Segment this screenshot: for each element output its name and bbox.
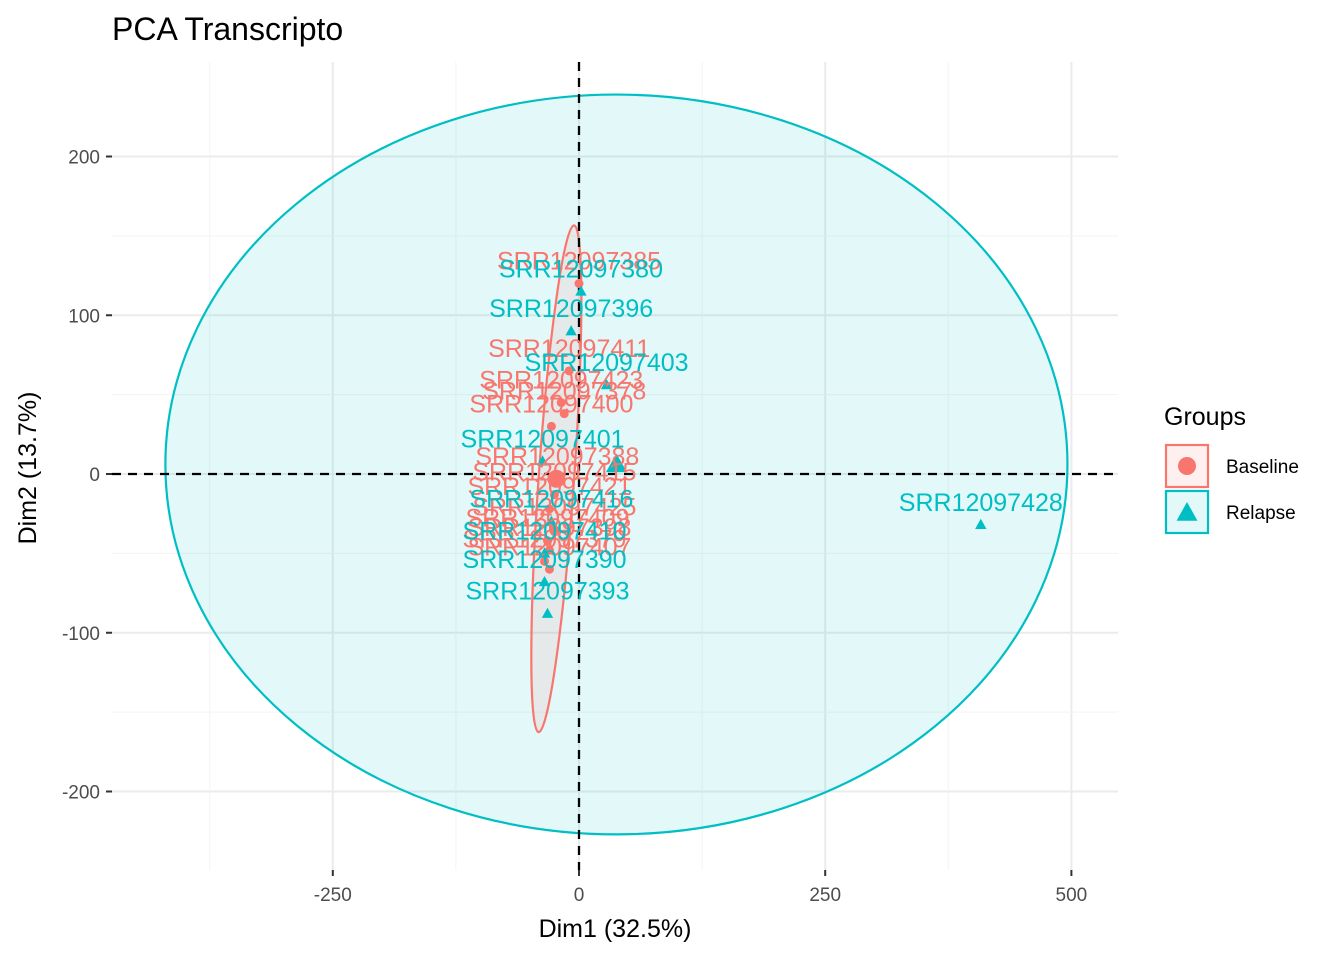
x-tick-label: 0 [574, 885, 585, 906]
point-baseline [540, 556, 550, 566]
point-relapse [538, 575, 551, 587]
point-label-baseline: SRR12097400 [469, 390, 633, 418]
point-baseline [564, 366, 574, 376]
legend-label-relapse: Relapse [1226, 503, 1296, 524]
point-relapse [565, 325, 577, 336]
point-relapse [541, 607, 554, 618]
legend-label-baseline: Baseline [1226, 457, 1299, 478]
legend-marker-baseline [1178, 457, 1196, 475]
point-label-relapse: SRR12097396 [489, 295, 653, 323]
point-label-relapse: SRR12097390 [463, 546, 627, 574]
point-relapse [536, 455, 549, 466]
point-relapse [600, 379, 613, 390]
y-axis-title: Dim2 (13.7%) [14, 392, 42, 545]
point-baseline [549, 525, 559, 535]
point-baseline [542, 536, 552, 546]
point-baseline [544, 504, 554, 514]
point-baseline [574, 279, 584, 288]
centroid-baseline [547, 469, 566, 488]
point-label-baseline: SRR12097385 [497, 248, 661, 276]
legend-marker-relapse [1176, 502, 1198, 521]
chart-title: PCA Transcripto [112, 11, 343, 47]
tick-labels: -250 0 250 500 -200 -100 0 100 200 [62, 148, 1087, 907]
point-label-baseline: SRR12097378 [482, 378, 646, 406]
point-label-relapse: SRR12097416 [469, 486, 633, 514]
point-label-baseline: SRR12097388 [475, 443, 639, 471]
y-tick-label: -200 [62, 783, 100, 804]
x-tick-label: 250 [809, 885, 841, 906]
point-baseline [549, 490, 559, 500]
point-label-baseline: SRR12097398 [467, 514, 631, 542]
data-points [536, 279, 987, 618]
y-tick-label: -100 [62, 624, 100, 645]
point-relapse [545, 515, 558, 526]
point-baseline [556, 398, 566, 408]
point-label-relapse: SRR12097428 [899, 489, 1063, 517]
point-label-baseline: SRR12097425 [472, 494, 636, 522]
point-label-relapse: SRR12097401 [461, 425, 625, 453]
point-label-baseline: SRR12097407 [467, 533, 631, 561]
point-label-relapse: SRR12097380 [499, 255, 663, 283]
x-axis-title: Dim1 (32.5%) [539, 915, 692, 943]
point-relapse [575, 285, 587, 296]
legend-title: Groups [1164, 403, 1246, 431]
y-tick-label: 0 [89, 465, 100, 486]
point-baseline [559, 409, 569, 419]
reference-lines [112, 62, 1118, 870]
point-label-baseline: SRR12097411 [488, 335, 650, 363]
y-tick-label: 200 [68, 148, 100, 169]
point-label-baseline: SRR12097379 [463, 525, 627, 553]
point-labels: SRR12097385SRR12097411SRR12097423SRR1209… [461, 248, 1063, 606]
point-label-relapse: SRR12097403 [525, 349, 689, 377]
y-tick-label: 100 [68, 306, 100, 327]
point-label-baseline: SRR12097423 [479, 367, 643, 395]
point-label-relapse: SRR12097410 [463, 517, 627, 545]
point-relapse [538, 547, 551, 558]
legend: Groups Baseline Relapse [1164, 403, 1299, 535]
centroid-relapse [605, 453, 627, 473]
point-label-baseline: SRR12097421 [467, 473, 631, 501]
point-label-relapse: SRR12097393 [465, 578, 629, 606]
point-baseline [546, 421, 556, 431]
point-label-baseline: SRR12097409 [465, 505, 629, 533]
x-tick-label: 500 [1056, 885, 1088, 906]
point-relapse [975, 518, 987, 529]
x-tick-label: -250 [314, 885, 352, 906]
point-baseline [544, 564, 554, 574]
point-label-baseline: SRR12097415 [472, 459, 636, 487]
legend-key-baseline [1164, 443, 1210, 489]
